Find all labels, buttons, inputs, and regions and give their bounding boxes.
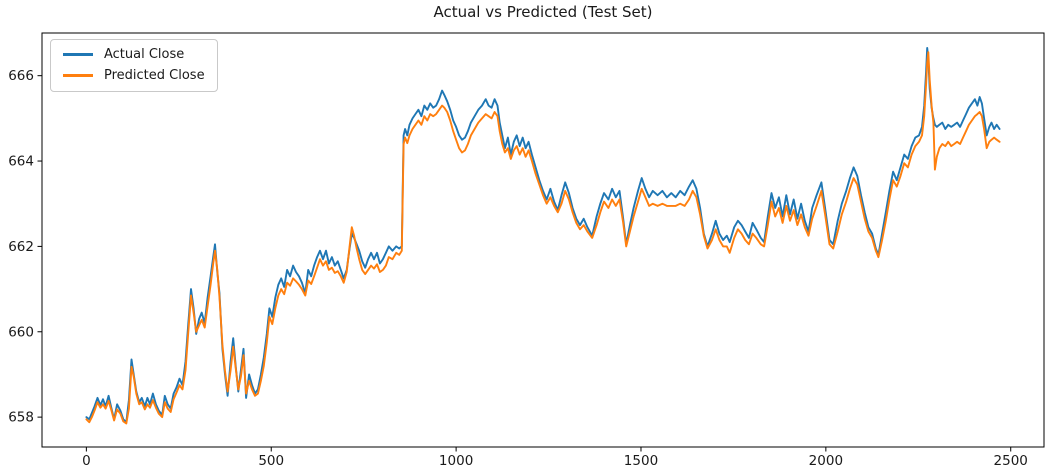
y-tick-label: 666 xyxy=(8,68,34,84)
y-tick-label: 662 xyxy=(8,239,34,255)
chart-title: Actual vs Predicted (Test Set) xyxy=(433,3,653,21)
x-tick-label: 2000 xyxy=(809,453,843,469)
legend-line-actual-icon xyxy=(63,53,93,56)
y-tick-label: 664 xyxy=(8,154,34,170)
series-line-actual xyxy=(85,46,1001,424)
plot-frame xyxy=(41,32,1045,448)
legend-line-predicted-icon xyxy=(63,74,93,77)
x-tick-label: 1000 xyxy=(439,453,473,469)
x-tick-label: 0 xyxy=(82,453,91,469)
x-tick-label: 1500 xyxy=(624,453,658,469)
legend-item-predicted: Predicted Close xyxy=(63,69,207,82)
legend-label-actual: Actual Close xyxy=(104,47,185,62)
legend-item-actual: Actual Close xyxy=(63,48,207,61)
legend-label-predicted: Predicted Close xyxy=(104,68,205,83)
x-tick-label: 2500 xyxy=(994,453,1028,469)
y-tick-label: 660 xyxy=(8,324,34,340)
legend: Actual Close Predicted Close xyxy=(50,39,218,92)
series-line-predicted xyxy=(85,51,1001,425)
x-tick-label: 500 xyxy=(258,453,284,469)
y-tick-label: 658 xyxy=(8,410,34,426)
